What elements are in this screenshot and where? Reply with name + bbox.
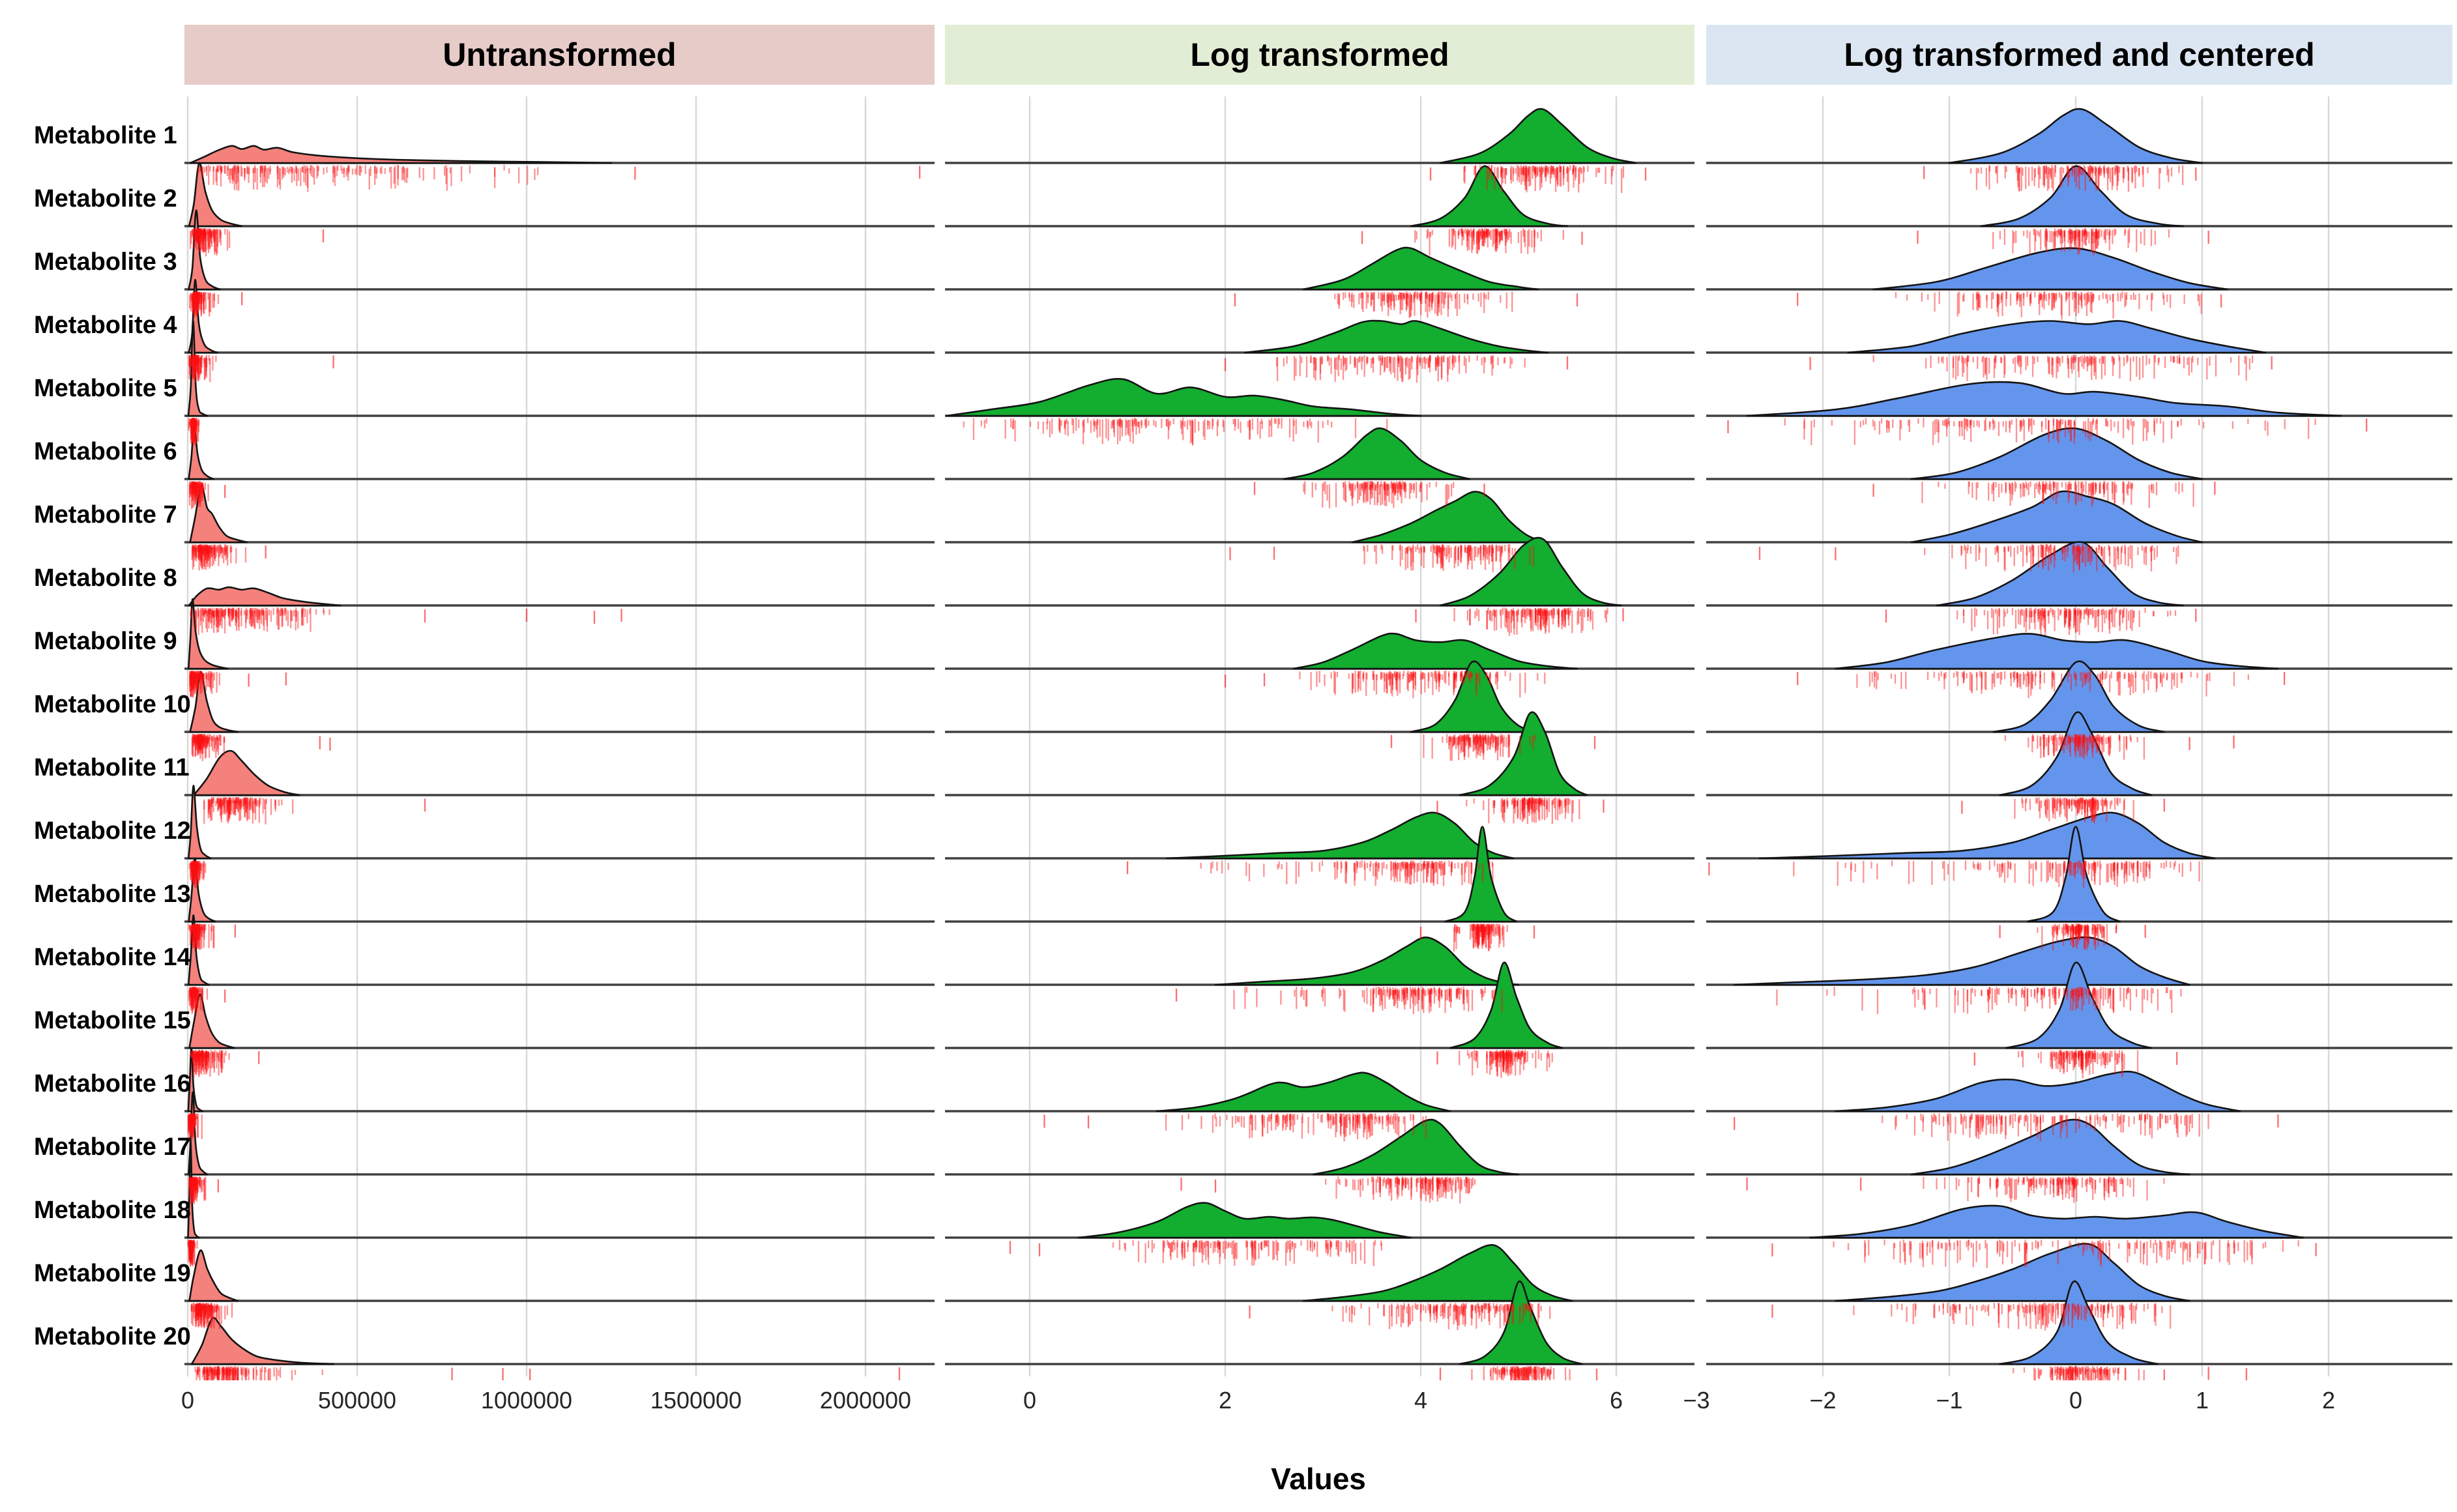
- rug-group: [1436, 1050, 1553, 1078]
- rug-group: [1390, 734, 1596, 761]
- rug-group: [203, 797, 426, 825]
- density-curve: [1439, 108, 1637, 164]
- rug-group: [197, 165, 921, 192]
- density-curve: [1214, 937, 1520, 986]
- rug-group: [1224, 355, 1569, 383]
- density-curve: [1156, 1071, 1451, 1112]
- rug-group: [189, 671, 287, 698]
- density-curve: [188, 785, 212, 860]
- rug-group: [1126, 860, 1494, 886]
- panel-0: [184, 96, 935, 1380]
- rug-group: [188, 418, 200, 446]
- rug-group: [190, 1303, 233, 1330]
- density-curve: [1243, 319, 1549, 354]
- density-curve: [1165, 811, 1515, 860]
- density-curve: [1351, 491, 1549, 544]
- rug-group: [1253, 481, 1485, 509]
- rug-group: [963, 418, 1388, 446]
- panel-header-log-transformed: Log transformed: [945, 25, 1694, 85]
- density-curve: [187, 1139, 200, 1239]
- density-curve: [1312, 1118, 1520, 1176]
- density-curve: [189, 671, 239, 733]
- density-curve: [1449, 961, 1563, 1049]
- density-curve: [1444, 826, 1518, 923]
- density-curve: [1302, 1243, 1573, 1302]
- density-curve: [188, 586, 342, 607]
- panel-header-untransformed: Untransformed: [184, 25, 935, 85]
- density-curve: [946, 377, 1422, 417]
- rug-group: [189, 228, 325, 257]
- rug-group: [1234, 291, 1578, 319]
- rug-group: [189, 291, 243, 319]
- density-curve: [188, 162, 243, 227]
- density-curve: [187, 320, 209, 417]
- density-curve: [189, 145, 613, 164]
- rug-group: [1429, 165, 1647, 194]
- rug-group: [187, 1113, 203, 1141]
- density-curve: [188, 424, 214, 480]
- rug-group: [188, 481, 226, 510]
- density-curve: [188, 1249, 239, 1302]
- rug-group: [191, 544, 267, 571]
- rug-group: [1009, 1240, 1382, 1267]
- density-curve: [1439, 536, 1622, 607]
- density-curve: [188, 993, 236, 1049]
- rug-group: [1361, 228, 1583, 256]
- density-curve: [189, 484, 248, 544]
- rug-group: [188, 355, 334, 383]
- density-curve: [188, 914, 211, 986]
- rug-group: [1180, 1176, 1476, 1204]
- density-curve: [1410, 165, 1569, 227]
- density-curve: [1302, 246, 1539, 291]
- rug-group: [191, 734, 331, 761]
- density-curve: [1077, 1202, 1412, 1239]
- density-curve: [193, 749, 300, 796]
- rug-group: [188, 1176, 219, 1204]
- density-curve: [190, 1316, 334, 1365]
- rug-group: [1436, 797, 1605, 824]
- density-curve: [188, 598, 229, 670]
- rug-group: [1229, 544, 1535, 572]
- density-curve: [1410, 660, 1539, 733]
- density-curve: [1459, 711, 1588, 796]
- rug-group: [1043, 1113, 1427, 1142]
- rug-group: [1415, 607, 1624, 636]
- density-curve: [1292, 632, 1578, 670]
- rug-group: [190, 1050, 260, 1078]
- density-curve: [188, 209, 221, 291]
- panel-1: [945, 96, 1694, 1380]
- rug-group: [1175, 987, 1503, 1014]
- density-curve: [1459, 1280, 1583, 1365]
- rug-group: [188, 860, 207, 888]
- rug-group: [194, 1366, 901, 1380]
- rug-group: [190, 607, 622, 635]
- rug-group: [188, 987, 226, 1015]
- rug-group: [1224, 671, 1546, 699]
- density-curve: [1283, 427, 1471, 480]
- rug-group: [1419, 923, 1535, 952]
- rug-group: [187, 1240, 198, 1267]
- rug-group: [188, 923, 236, 952]
- panel-header-log-transformed-centered: Log transformed and centered: [1706, 25, 2452, 85]
- density-curve: [188, 857, 216, 923]
